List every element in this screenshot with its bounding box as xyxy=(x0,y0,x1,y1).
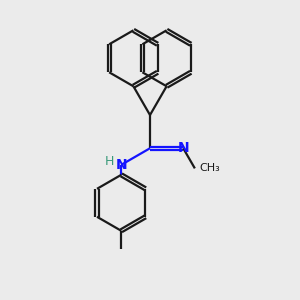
Text: N: N xyxy=(177,141,189,155)
Text: N: N xyxy=(116,158,127,172)
Text: H: H xyxy=(105,155,115,168)
Text: CH₃: CH₃ xyxy=(199,164,220,173)
